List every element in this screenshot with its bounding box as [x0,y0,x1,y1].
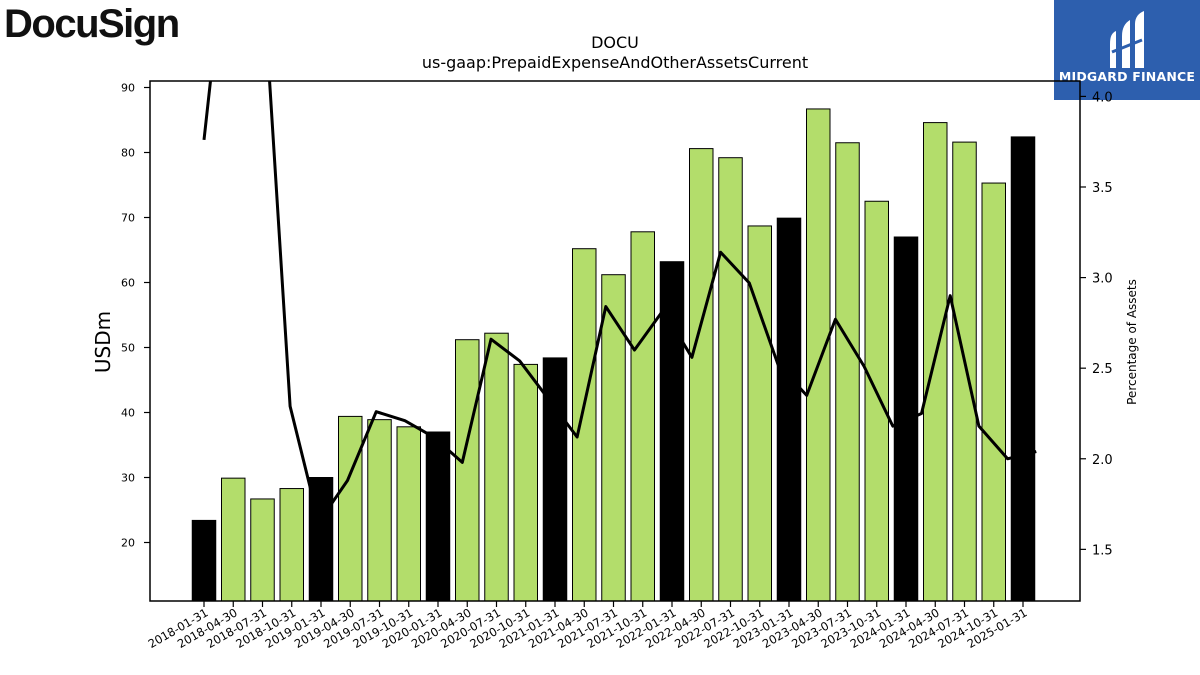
line-series [202,81,1037,524]
bar-2021-10-31 [630,231,655,602]
bar-2020-07-31 [484,332,509,602]
y-tick-label: 20 [121,537,135,550]
y-axis-label: USDm [91,311,115,373]
y2-tick-label: 2.0 [1092,453,1113,468]
bar-2023-07-31 [835,142,860,602]
y-tick-label: 30 [121,472,135,485]
percentage-of-assets-line [202,81,1037,524]
bar-2019-10-31 [396,426,421,602]
y-axis: 20 30 40 50 60 70 80 90 [121,82,150,550]
y-tick-label: 80 [121,147,135,160]
bar-2023-01-31 [776,217,802,602]
bar-2022-04-30 [689,148,714,602]
bar-2019-04-30 [338,415,363,602]
y-tick-label: 60 [121,277,135,290]
bar-2018-04-30 [221,477,246,602]
y-tick-label: 50 [121,342,135,355]
bar-2025-01-31 [1010,136,1036,602]
chart-subtitle: us-gaap:PrepaidExpenseAndOtherAssetsCurr… [422,53,808,72]
bar-2022-07-31 [718,157,743,602]
bar-2020-04-30 [455,339,480,602]
bar-2023-04-30 [806,108,831,602]
y2-tick-label: 3.5 [1092,181,1113,196]
y-tick-label: 90 [121,82,135,95]
y2-tick-label: 4.0 [1092,90,1113,105]
y2-tick-label: 1.5 [1092,543,1113,558]
bar-2023-10-31 [864,200,889,602]
bar-2021-04-30 [572,248,597,602]
plot-frame [149,80,1081,602]
midgard-logo-icon [1110,11,1144,68]
bar-2021-07-31 [601,274,626,602]
bar-2019-07-31 [367,419,392,602]
docusign-logo: DocuSign [4,2,180,46]
chart-title: DOCU [591,33,639,52]
bar-2018-10-31 [279,488,304,602]
bar-2024-07-31 [952,141,977,602]
bar-2020-01-31 [425,431,451,602]
y2-axis-label: Percentage of Assets [1125,279,1139,405]
y-tick-label: 70 [121,212,135,225]
y2-tick-label: 2.5 [1092,362,1113,377]
bar-2020-10-31 [513,363,538,602]
midgard-finance-logo: MIDGARD FINANCE [1054,0,1200,100]
y2-tick-label: 3.0 [1092,272,1113,287]
bar-2018-01-31 [191,519,217,602]
y2-axis: 1.5 2.0 2.5 3.0 3.5 4.0 [1080,90,1113,558]
bar-series [191,108,1036,602]
bar-2024-10-31 [981,182,1006,602]
midgard-logo-text: MIDGARD FINANCE [1058,69,1196,84]
bar-2022-10-31 [747,225,772,602]
bar-2018-07-31 [250,498,275,602]
x-axis: 2018-01-312018-04-302018-07-312018-10-31… [146,601,1030,651]
y-tick-label: 40 [121,407,135,420]
